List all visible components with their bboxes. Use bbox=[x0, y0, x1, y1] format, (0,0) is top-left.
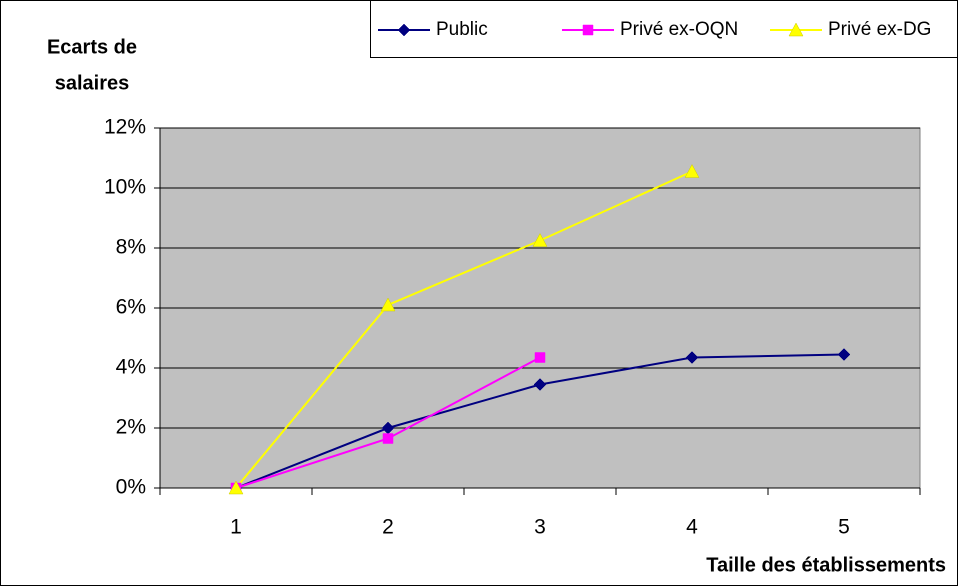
y-axis-label: Ecarts de bbox=[47, 36, 137, 58]
y-tick-label: 12% bbox=[104, 116, 146, 139]
legend-box bbox=[370, 0, 958, 58]
marker bbox=[582, 24, 594, 36]
marker bbox=[534, 352, 546, 363]
x-tick-label: 1 bbox=[230, 516, 242, 539]
marker bbox=[685, 351, 699, 364]
x-tick-label: 2 bbox=[382, 516, 394, 539]
y-tick-label: 0% bbox=[116, 476, 146, 499]
marker bbox=[788, 22, 804, 37]
y-axis-label: salaires bbox=[55, 72, 130, 94]
legend-label: Privé ex-OQN bbox=[620, 19, 738, 40]
marker bbox=[837, 348, 851, 361]
marker bbox=[397, 23, 411, 37]
marker bbox=[533, 378, 547, 391]
legend-label: Privé ex-DG bbox=[828, 19, 931, 40]
marker bbox=[228, 480, 244, 495]
legend-label: Public bbox=[436, 19, 488, 40]
marker bbox=[380, 297, 396, 312]
marker bbox=[684, 163, 700, 178]
marker bbox=[382, 433, 394, 444]
y-tick-label: 8% bbox=[116, 236, 146, 259]
y-tick-label: 4% bbox=[116, 356, 146, 379]
y-tick-label: 2% bbox=[116, 416, 146, 439]
marker bbox=[532, 232, 548, 247]
x-tick-label: 4 bbox=[686, 516, 698, 539]
x-tick-label: 3 bbox=[534, 516, 546, 539]
x-tick-label: 5 bbox=[838, 516, 850, 539]
line bbox=[235, 170, 693, 489]
x-axis-label: Taille des établissements bbox=[706, 554, 946, 576]
y-tick-label: 6% bbox=[116, 296, 146, 319]
y-tick-label: 10% bbox=[104, 176, 146, 199]
